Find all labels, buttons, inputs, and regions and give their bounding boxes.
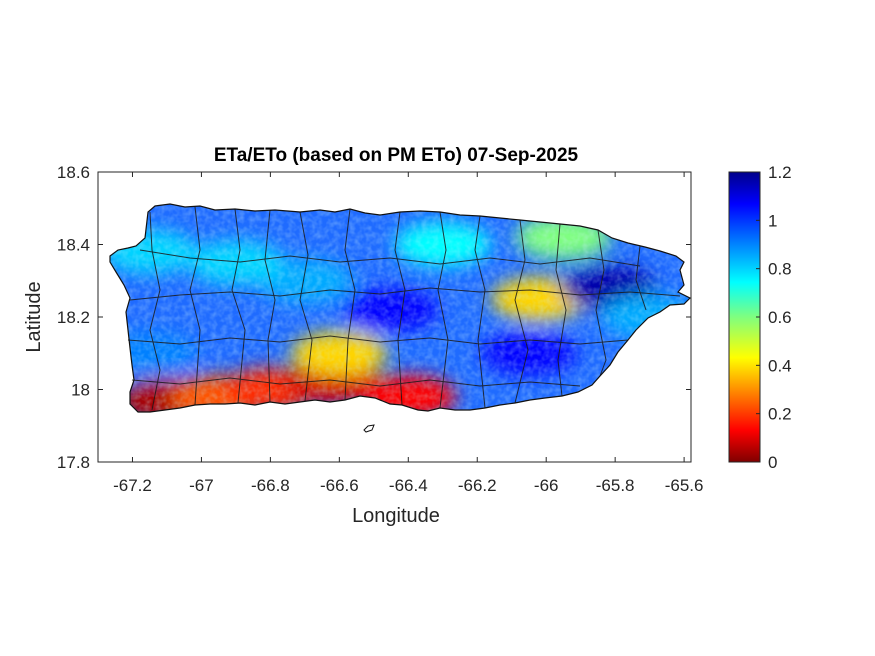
municipality-boundary	[149, 211, 161, 411]
colorbar-tick-label: 1.2	[768, 163, 792, 182]
municipality-boundary	[394, 211, 406, 406]
municipality-boundary	[514, 219, 529, 404]
x-tick-label: -66.6	[320, 476, 359, 495]
x-tick-label: -66.4	[389, 476, 428, 495]
caja-de-muertos-island	[363, 424, 375, 433]
y-tick-label: 17.8	[57, 453, 90, 472]
municipality-boundary	[437, 211, 449, 409]
municipality-boundaries	[127, 206, 681, 411]
x-tick-label: -66.8	[251, 476, 290, 495]
municipality-boundary	[189, 206, 201, 406]
x-tick-label: -67.2	[113, 476, 152, 495]
y-tick-label: 18.2	[57, 308, 90, 327]
y-tick-label: 18	[71, 381, 90, 400]
colorbar-tick-label: 0.4	[768, 356, 792, 375]
colorbar: 0 0.2 0.4 0.6 0.8 1 1.2	[728, 163, 792, 472]
x-tick-label: -65.8	[596, 476, 635, 495]
x-axis-label: Longitude	[352, 505, 440, 527]
municipality-boundary	[299, 211, 313, 402]
municipality-boundary	[131, 377, 581, 387]
municipality-boundary	[139, 249, 641, 267]
municipality-boundary	[129, 287, 681, 301]
municipality-boundary	[474, 215, 486, 409]
y-tick-label: 18.6	[57, 163, 90, 182]
colorbar-tick-label: 0	[768, 453, 777, 472]
coastline	[109, 203, 692, 413]
municipality-boundary	[595, 229, 607, 377]
y-axis-ticks: 17.8 18 18.2 18.4 18.6	[57, 163, 691, 472]
colorbar-tick-label: 0.6	[768, 308, 792, 327]
x-tick-label: -65.6	[665, 476, 704, 495]
y-axis-label: Latitude	[23, 281, 45, 352]
municipality-boundary	[344, 208, 356, 401]
x-axis-ticks: -67.2 -67 -66.8 -66.6 -66.4 -66.2 -66 -65.8 -65.…	[113, 172, 703, 495]
x-tick-label: -67	[189, 476, 214, 495]
colorbar-tick-label: 0.2	[768, 405, 792, 424]
colorbar-tick-label: 0.8	[768, 260, 792, 279]
chart-title: ETa/ETo (based on PM ETo) 07-Sep-2025	[214, 145, 579, 166]
colorbar-gradient	[728, 171, 761, 463]
colorbar-ticks: 0 0.2 0.4 0.6 0.8 1 1.2	[756, 163, 792, 472]
municipality-boundary	[635, 245, 647, 311]
x-tick-label: -66	[534, 476, 559, 495]
municipality-boundary	[555, 223, 567, 397]
y-tick-label: 18.4	[57, 236, 90, 255]
municipality-boundary	[264, 209, 276, 403]
municipality-boundary	[231, 208, 246, 404]
colorbar-tick-label: 1	[768, 211, 777, 230]
municipality-boundary	[127, 335, 629, 345]
x-tick-label: -66.2	[458, 476, 497, 495]
